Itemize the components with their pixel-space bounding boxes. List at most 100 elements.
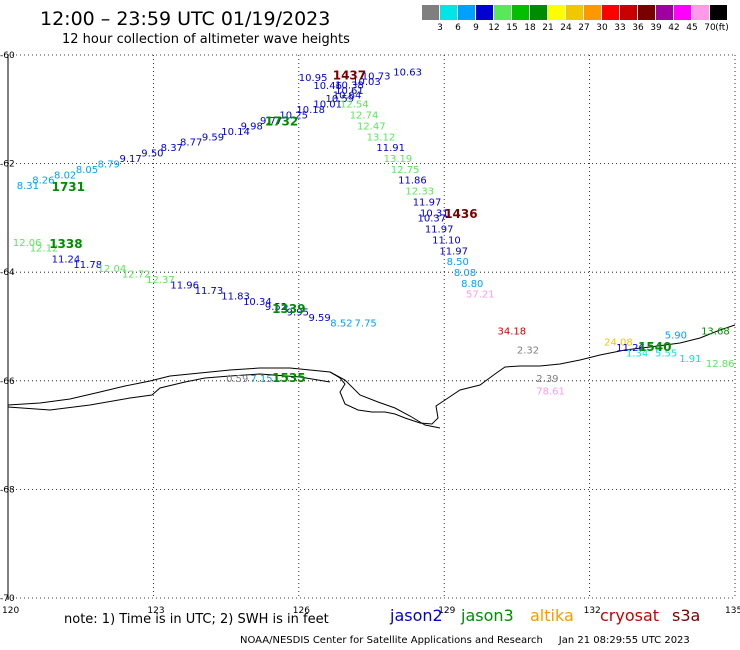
wave-height-label: 9.98 bbox=[241, 121, 263, 132]
coastline-inlet bbox=[7, 373, 331, 411]
lon-tick-label: 135 bbox=[725, 606, 740, 616]
pass-time-labels: 1437 1732 1731 1436 1338 1339 1535 1540 bbox=[49, 68, 671, 384]
legend-swatch bbox=[674, 5, 691, 20]
axis-labels: -60 -62 -64 -66 -68 -70 120 123 126 129 132 135 bbox=[0, 51, 740, 616]
wave-height-label: 2.39 bbox=[536, 374, 558, 385]
legend-label: 15 bbox=[506, 23, 518, 33]
lat-tick-label: -64 bbox=[0, 268, 15, 278]
wave-height-label: 11.24 bbox=[52, 254, 81, 265]
wave-height-label: 10.64 bbox=[333, 90, 362, 101]
lon-tick-label: 129 bbox=[438, 606, 455, 616]
satellite-legend-cryosat: cryosat bbox=[600, 606, 660, 625]
legend-label: 39 bbox=[650, 23, 662, 33]
wave-height-label: 10.01 bbox=[313, 100, 342, 111]
wave-height-label: 12.54 bbox=[340, 100, 369, 111]
legend-label: 6 bbox=[455, 23, 461, 33]
wave-height-label: 11.97 bbox=[425, 225, 454, 236]
wave-height-label: 78.61 bbox=[536, 386, 565, 397]
legend-label: 42 bbox=[668, 23, 680, 33]
wave-height-label: 9.59 bbox=[202, 132, 224, 143]
pass-time-label: 1535 bbox=[272, 371, 305, 385]
wave-height-label: 11.26 bbox=[616, 343, 645, 354]
wave-height-label: 13.68 bbox=[701, 327, 730, 338]
antarctic-coastline bbox=[7, 324, 736, 425]
wave-height-label: 10.38 bbox=[335, 81, 364, 92]
wave-height-label: 1.91 bbox=[679, 354, 701, 365]
wave-height-label: 1.34 bbox=[626, 348, 648, 359]
wave-height-label: 10.95 bbox=[299, 73, 328, 84]
wave-height-label: 5.90 bbox=[665, 330, 687, 341]
wave-height-label: 8.79 bbox=[98, 159, 120, 170]
legend-swatch bbox=[512, 5, 529, 20]
satellite-legend-jason3: jason3 bbox=[461, 606, 514, 625]
wave-height-label: 8.31 bbox=[17, 181, 39, 192]
lat-tick-label: -68 bbox=[0, 485, 15, 495]
wave-height-label: 13.12 bbox=[367, 132, 396, 143]
wave-height-label: 12.04 bbox=[98, 264, 127, 275]
legend-swatch bbox=[692, 5, 709, 20]
lon-tick-label: 132 bbox=[584, 606, 601, 616]
legend-unit: (ft) bbox=[715, 23, 729, 33]
legend-swatch bbox=[602, 5, 619, 20]
wave-height-label: 12.33 bbox=[405, 187, 434, 198]
wave-height-label: 12.47 bbox=[357, 121, 386, 132]
wave-height-label: 11.73 bbox=[195, 286, 224, 297]
wave-height-label: 9.59 bbox=[308, 313, 330, 324]
legend-swatch bbox=[440, 5, 457, 20]
legend-label: 21 bbox=[542, 23, 554, 33]
wave-height-label: 12.06 bbox=[13, 238, 42, 249]
legend-label: 30 bbox=[596, 23, 608, 33]
wave-height-label: 8.05 bbox=[76, 165, 98, 176]
wave-height-label: 34.18 bbox=[498, 327, 527, 338]
legend-label: 18 bbox=[524, 23, 536, 33]
legend-swatch bbox=[710, 5, 727, 20]
legend-swatch bbox=[530, 5, 547, 20]
pass-time-label: 1436 bbox=[444, 207, 477, 221]
footer-credit: NOAA/NESDIS Center for Satellite Applica… bbox=[240, 635, 690, 646]
lon-tick-label: 123 bbox=[147, 606, 164, 616]
wave-height-label: 10.14 bbox=[221, 127, 250, 138]
legend-swatch bbox=[620, 5, 637, 20]
wave-height-label: 9.77 bbox=[260, 116, 282, 127]
lat-tick-label: -66 bbox=[0, 377, 15, 387]
wave-height-label: 10.03 bbox=[352, 77, 381, 88]
wave-height-label: 9.95 bbox=[287, 308, 309, 319]
wave-height-label: 5.55 bbox=[655, 348, 677, 359]
wave-height-label: 9.17 bbox=[119, 154, 141, 165]
legend-swatch bbox=[656, 5, 673, 20]
wave-height-label: 24.08 bbox=[604, 338, 633, 349]
lon-tick-label: 126 bbox=[293, 606, 310, 616]
wave-height-label: 12.86 bbox=[706, 359, 735, 370]
pass-time-label: 1437 bbox=[333, 68, 366, 82]
legend-label: 70 bbox=[704, 23, 716, 33]
satellite-legend-jason2: jason2 bbox=[390, 606, 443, 625]
wave-height-label: 2.32 bbox=[517, 346, 539, 357]
legend-label: 27 bbox=[578, 23, 590, 33]
pass-time-label: 1338 bbox=[49, 237, 82, 251]
satellite-legend-altika: altika bbox=[530, 606, 574, 625]
lon-tick-label: 120 bbox=[2, 606, 19, 616]
wave-height-label: 12.75 bbox=[391, 165, 420, 176]
map-title: 12:00 – 23:59 UTC 01/19/2023 bbox=[40, 8, 331, 30]
legend-label: 36 bbox=[632, 23, 644, 33]
wave-height-points: 8.318.26 8.02 8.05 8.79 9.17 9.508.378.77 9.59… bbox=[13, 68, 735, 398]
wave-height-label: 8.80 bbox=[461, 279, 483, 290]
wave-height-label: 9.50 bbox=[141, 149, 163, 160]
wave-height-label: 9.52 bbox=[265, 302, 287, 313]
wave-height-label: 11.83 bbox=[221, 291, 250, 302]
legend-label: 33 bbox=[614, 23, 626, 33]
wave-height-label: 11.97 bbox=[413, 197, 442, 208]
legend-swatch bbox=[494, 5, 511, 20]
legend-swatch bbox=[476, 5, 493, 20]
wave-height-label: 10.18 bbox=[296, 105, 325, 116]
wave-height-label: 7.15 bbox=[250, 374, 272, 385]
legend-label: 3 bbox=[437, 23, 443, 33]
wave-height-label: 12.37 bbox=[146, 275, 175, 286]
wave-height-label: 10.61 bbox=[335, 86, 364, 97]
map-subtitle: 12 hour collection of altimeter wave hei… bbox=[62, 32, 350, 47]
wave-height-label: 10.34 bbox=[243, 297, 272, 308]
wave-height-label: 12.72 bbox=[122, 270, 151, 281]
wave-height-label: 10.59 bbox=[325, 94, 354, 105]
legend-label: 12 bbox=[488, 23, 500, 33]
wave-height-label: 12.12 bbox=[30, 244, 59, 255]
